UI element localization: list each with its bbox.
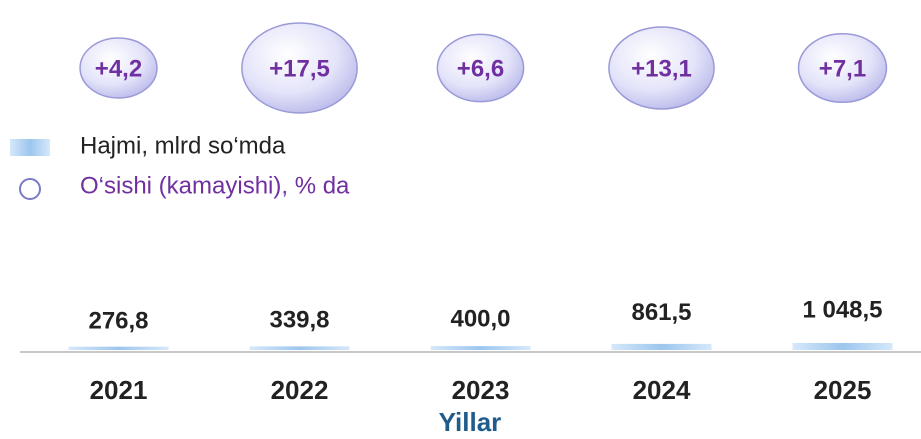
bar xyxy=(430,346,531,350)
x-axis-label: Yillar xyxy=(439,407,502,437)
x-tick-label: 2022 xyxy=(271,375,329,405)
x-tick-label: 2025 xyxy=(814,375,872,405)
legend-swatch xyxy=(19,178,41,200)
growth-label: +13,1 xyxy=(631,55,692,82)
growth-bubble xyxy=(797,32,888,104)
growth-bubble xyxy=(608,26,715,110)
bar xyxy=(611,343,712,350)
data-label: 339,8 xyxy=(269,306,329,333)
bar xyxy=(792,343,893,350)
growth-bubble xyxy=(79,37,158,99)
bar xyxy=(249,346,350,350)
growth-bubble xyxy=(241,22,358,114)
bar xyxy=(68,346,169,350)
legend-label: Hajmi, mlrd so‘mda xyxy=(80,132,286,159)
growth-label: +4,2 xyxy=(95,55,142,82)
growth-bubble xyxy=(436,33,525,103)
data-label: 861,5 xyxy=(631,299,691,326)
data-label: 276,8 xyxy=(88,307,148,334)
data-label: 1 048,5 xyxy=(802,296,882,323)
data-label: 400,0 xyxy=(450,306,510,333)
legend-swatch xyxy=(10,139,50,156)
legend-label: O‘sishi (kamayishi), % da xyxy=(80,172,350,199)
growth-label: +6,6 xyxy=(457,55,504,82)
x-tick-label: 2024 xyxy=(633,375,691,405)
growth-label: +17,5 xyxy=(269,55,330,82)
growth-label: +7,1 xyxy=(819,55,866,82)
x-tick-label: 2023 xyxy=(452,375,510,405)
x-tick-label: 2021 xyxy=(90,375,148,405)
